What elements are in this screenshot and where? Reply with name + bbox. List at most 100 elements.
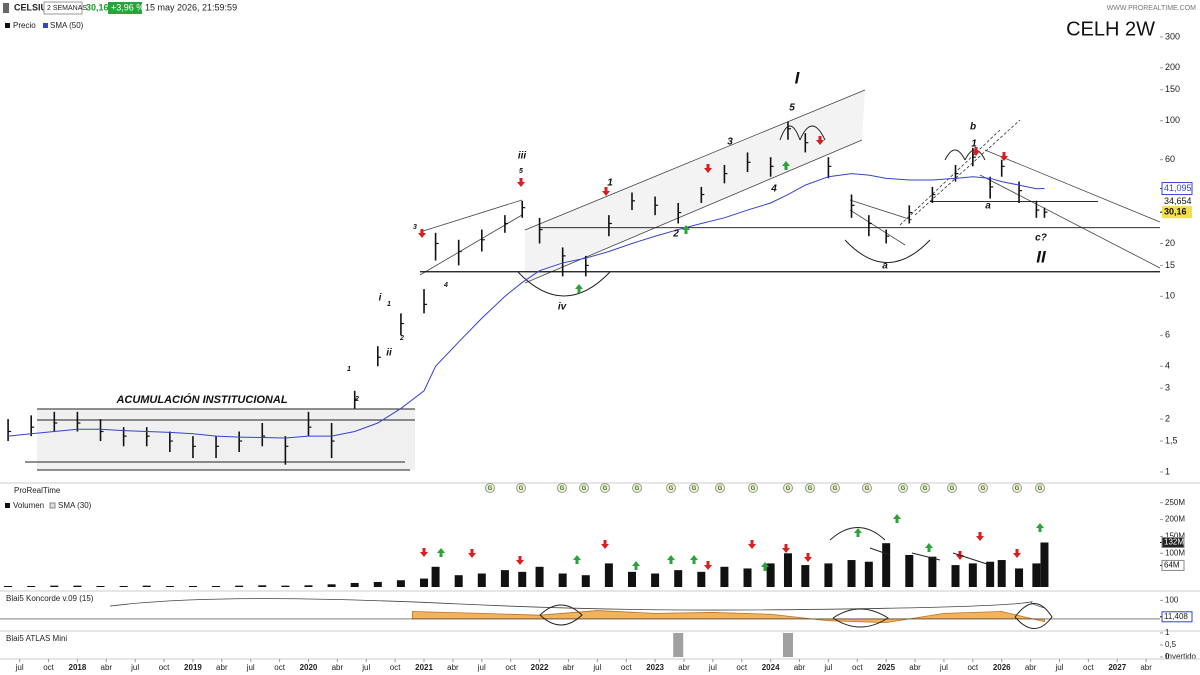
price-box-label: 30,16 <box>1164 207 1187 217</box>
value-box-label: 132M <box>1164 538 1184 547</box>
y-tick-label: 0 <box>1165 652 1170 661</box>
trend-line <box>419 199 523 233</box>
volume-bar <box>454 575 463 587</box>
signal-bar <box>782 632 793 657</box>
volume-bar <box>801 565 810 587</box>
sell-arrow <box>516 556 524 565</box>
period[interactable]: 2 SEMANAS <box>47 5 87 12</box>
signal-label: G <box>560 486 565 492</box>
panel-title: Blai5 ATLAS Mini <box>6 634 67 643</box>
signal-marker <box>1035 483 1045 493</box>
volume-bar <box>235 585 244 587</box>
y-tick-label: 1 <box>1165 628 1170 637</box>
buy-arrow <box>761 562 769 571</box>
value-box <box>1161 611 1193 623</box>
volume-bar <box>905 554 914 587</box>
volume-bar <box>27 585 36 587</box>
signal-marker <box>666 483 676 493</box>
x-tick-label: abr <box>447 663 459 672</box>
sell-arrow <box>748 540 756 549</box>
x-tick-label: abr <box>216 663 228 672</box>
signal-marker <box>898 483 908 493</box>
x-tick-label: 2020 <box>300 663 318 672</box>
buy-arrow <box>925 543 933 552</box>
wave-label: c? <box>1035 233 1047 244</box>
sell-arrow <box>804 553 812 562</box>
wave-label: i <box>379 293 382 304</box>
volume-bar <box>951 565 960 587</box>
trend-line <box>979 174 1161 269</box>
volume-bar <box>558 573 567 587</box>
volume-note <box>869 547 891 556</box>
signal-label: G <box>1038 486 1043 492</box>
legend-entry: Precio <box>13 21 36 30</box>
volume-bar <box>1040 542 1049 587</box>
volume-bar <box>720 566 729 587</box>
volume-bar <box>518 571 527 587</box>
volume-bar <box>651 573 660 587</box>
panel-title: ProRealTime <box>14 486 61 495</box>
wave-label: iv <box>558 302 568 313</box>
highlight-ellipse <box>832 608 889 628</box>
sell-arrow <box>601 540 609 549</box>
signal-label: G <box>692 486 697 492</box>
volume-bar <box>165 585 174 587</box>
volume-bar <box>96 585 105 587</box>
signal-marker <box>516 483 526 493</box>
signal-marker <box>920 483 930 493</box>
koncorde-area <box>412 610 1045 624</box>
volume-bar <box>258 585 267 587</box>
x-tick-label: oct <box>1083 663 1094 672</box>
buy-arrow <box>573 555 581 564</box>
signal-label: G <box>833 486 838 492</box>
volume-bar <box>142 585 151 587</box>
chart-title: CELH 2W <box>1066 18 1155 40</box>
signal-marker <box>1012 483 1022 493</box>
price-box <box>1161 182 1193 196</box>
signal-marker <box>947 483 957 493</box>
sell-arrow <box>602 187 610 196</box>
legend-entry: Volumen <box>13 501 44 510</box>
x-tick-label: oct <box>736 663 747 672</box>
signal-marker <box>557 483 567 493</box>
signal-label: G <box>519 486 524 492</box>
buy-arrow <box>782 161 790 170</box>
trend-line <box>984 149 1161 223</box>
x-tick-label: 2024 <box>762 663 780 672</box>
wave-label: a <box>985 201 991 212</box>
price-box <box>1162 206 1192 219</box>
y-tick-label: 4 <box>1165 361 1170 371</box>
volume-bar <box>119 585 128 587</box>
volume-bar <box>766 563 775 587</box>
sell-arrow <box>704 561 712 570</box>
period-box[interactable] <box>43 1 83 15</box>
y-tick-label: 150M <box>1165 532 1185 541</box>
x-tick-label: oct <box>967 663 978 672</box>
volume-bar <box>997 560 1006 587</box>
x-tick-label: 2023 <box>646 663 664 672</box>
volume-bar <box>420 578 429 587</box>
y-tick-label: 200 <box>1165 62 1180 72</box>
signal-marker <box>748 483 758 493</box>
signal-label: G <box>808 486 813 492</box>
header-icon <box>3 3 9 13</box>
trend-line <box>524 89 866 231</box>
sell-arrow <box>704 164 712 173</box>
y-tick-label: 0,5 <box>1165 640 1177 649</box>
x-tick-label: 2025 <box>877 663 895 672</box>
wave-label: II <box>1036 247 1047 266</box>
x-tick-label: jul <box>361 663 370 672</box>
y-tick-label: 300 <box>1165 31 1180 41</box>
x-tick-label: abr <box>1140 663 1152 672</box>
volume-bar <box>882 543 891 587</box>
value-box-label: 64M <box>1164 561 1180 570</box>
x-tick-label: abr <box>101 663 113 672</box>
volume-bar <box>396 580 405 587</box>
volume-bar <box>304 585 313 587</box>
volume-bar <box>327 584 336 587</box>
x-tick-label: jul <box>939 663 948 672</box>
volume-bar <box>431 566 440 587</box>
signal-label: G <box>718 486 723 492</box>
signal-bar <box>673 632 684 657</box>
volume-bar <box>281 585 290 587</box>
